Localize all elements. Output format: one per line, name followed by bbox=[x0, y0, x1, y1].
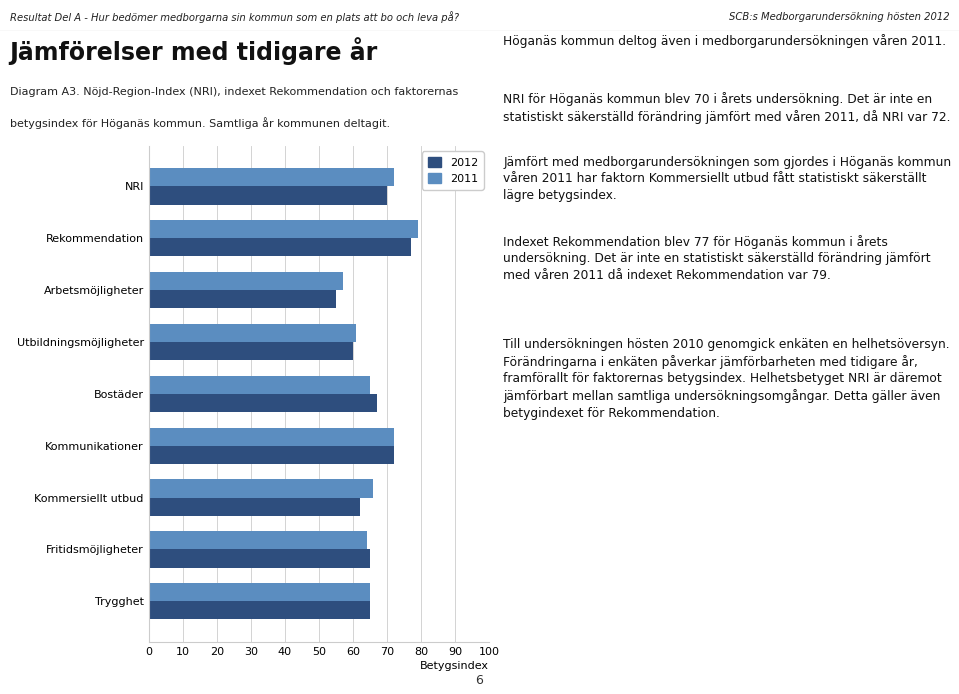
Text: Resultat Del A - Hur bedömer medborgarna sin kommun som en plats att bo och leva: Resultat Del A - Hur bedömer medborgarna… bbox=[10, 11, 458, 23]
Bar bbox=[149, 220, 417, 238]
Text: 6: 6 bbox=[476, 674, 483, 686]
Text: betygsindex för Höganäs kommun. Samtliga år kommunen deltagit.: betygsindex för Höganäs kommun. Samtliga… bbox=[10, 117, 389, 129]
Bar bbox=[149, 272, 342, 290]
Text: Jämfört med medborgarundersökningen som gjordes i Höganäs kommun våren 2011 har : Jämfört med medborgarundersökningen som … bbox=[503, 155, 951, 202]
Legend: 2012, 2011: 2012, 2011 bbox=[422, 151, 483, 189]
Bar bbox=[149, 342, 353, 360]
Bar bbox=[149, 187, 387, 205]
Bar bbox=[149, 169, 394, 187]
Text: Höganäs kommun deltog även i medborgarundersökningen våren 2011.: Höganäs kommun deltog även i medborgarun… bbox=[503, 34, 947, 49]
Bar bbox=[149, 394, 377, 412]
Bar bbox=[149, 531, 366, 550]
Bar bbox=[149, 238, 410, 257]
Text: Jämförelser med tidigare år: Jämförelser med tidigare år bbox=[10, 37, 378, 65]
Bar bbox=[149, 324, 357, 342]
Bar bbox=[149, 375, 370, 394]
Bar bbox=[149, 446, 394, 464]
Bar bbox=[149, 550, 370, 568]
Bar bbox=[149, 583, 370, 601]
X-axis label: Betygsindex: Betygsindex bbox=[420, 661, 489, 671]
Text: Diagram A3. Nöjd-Region-Index (NRI), indexet Rekommendation och faktorernas: Diagram A3. Nöjd-Region-Index (NRI), ind… bbox=[10, 87, 457, 96]
Bar bbox=[149, 601, 370, 619]
Text: Indexet Rekommendation blev 77 för Höganäs kommun i årets undersökning. Det är i: Indexet Rekommendation blev 77 för Högan… bbox=[503, 235, 931, 282]
Text: NRI för Höganäs kommun blev 70 i årets undersökning. Det är inte en statistiskt : NRI för Höganäs kommun blev 70 i årets u… bbox=[503, 92, 951, 124]
Bar bbox=[149, 498, 360, 516]
Bar bbox=[149, 290, 336, 308]
Text: Till undersökningen hösten 2010 genomgick enkäten en helhetsöversyn. Förändringa: Till undersökningen hösten 2010 genomgic… bbox=[503, 338, 950, 419]
Text: SCB:s Medborgarundersökning hösten 2012: SCB:s Medborgarundersökning hösten 2012 bbox=[729, 12, 949, 22]
Bar bbox=[149, 480, 373, 498]
Bar bbox=[149, 428, 394, 446]
